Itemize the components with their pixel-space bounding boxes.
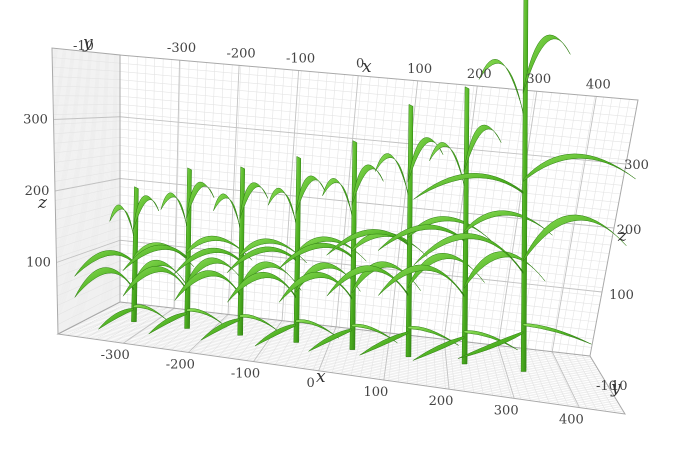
plant-leaf xyxy=(413,233,524,275)
plant-leaf xyxy=(413,173,524,200)
plant-leaf xyxy=(133,195,160,230)
x-tick-label: -300 xyxy=(101,348,130,363)
x-axis-label-top: x xyxy=(362,57,372,77)
x-tick-labels-top: -300 -200 -100 0 100 200 300 400 xyxy=(167,41,611,92)
plant-leaf xyxy=(74,267,134,298)
plant-leaf xyxy=(278,242,353,270)
z-tick-label: 300 xyxy=(624,158,649,173)
x-tick-label: -100 xyxy=(231,367,260,382)
plant-leaf xyxy=(133,304,171,324)
plant-leaf xyxy=(239,238,307,264)
x-tick-label: 100 xyxy=(363,385,388,400)
z-tick-label: 200 xyxy=(25,184,50,199)
plant-leaf xyxy=(308,328,353,352)
z-tick-label: 100 xyxy=(26,256,51,271)
plant-leaf xyxy=(239,182,269,220)
plant-leaf xyxy=(98,307,134,330)
x-tick-label: 200 xyxy=(467,67,492,82)
y-axis-label-bottom: y xyxy=(610,378,621,398)
left-pane xyxy=(51,47,121,335)
plant-leaf xyxy=(109,204,134,236)
plant-leaf xyxy=(359,331,409,356)
plant-leaf xyxy=(412,335,465,361)
z-tick-label: 100 xyxy=(609,288,634,303)
plant-leaf xyxy=(295,319,339,339)
plant-leaf xyxy=(227,271,297,303)
x-tick-label: -200 xyxy=(226,46,255,61)
plant-leaf xyxy=(122,244,187,271)
plant-leaf xyxy=(254,323,297,347)
plant-leaf xyxy=(186,181,215,219)
x-tick-label: 300 xyxy=(526,72,551,87)
plant-leaf xyxy=(429,142,465,186)
plant-leaf xyxy=(351,323,398,344)
x-axis-label-bottom: x xyxy=(316,367,326,387)
axis-labels: -300 -200 -100 0 100 200 300 400 -300 -200 -100 0 1… xyxy=(23,33,649,428)
plant xyxy=(174,166,307,341)
x-tick-label: 200 xyxy=(429,394,454,409)
plant-models xyxy=(74,0,636,372)
plant-leaf xyxy=(522,34,571,94)
plant-leaf xyxy=(322,178,353,216)
z-tick-labels-right: 100 200 300 xyxy=(609,158,649,303)
x-tick-label: -200 xyxy=(166,357,195,372)
x-tick-label: 400 xyxy=(586,77,611,92)
x-tick-label: 0 xyxy=(307,376,315,391)
x-tick-label: 300 xyxy=(494,403,519,418)
z-tick-label: 300 xyxy=(23,113,48,128)
x-tick-label: -100 xyxy=(286,52,315,67)
plant xyxy=(377,86,553,365)
plant-leaf xyxy=(186,257,247,287)
plant-leaf xyxy=(522,153,636,182)
plant-leaf xyxy=(522,214,627,263)
plant-leaf xyxy=(160,192,187,227)
plant-leaf xyxy=(295,175,326,215)
plant-leaf xyxy=(463,210,553,236)
plant xyxy=(74,186,195,330)
x-tick-label: -300 xyxy=(167,41,196,56)
x-tick-label: 400 xyxy=(559,413,584,428)
plant-leaf xyxy=(378,264,465,298)
z-tick-labels-left: 100 200 300 xyxy=(23,113,51,271)
plant-leaf xyxy=(148,312,187,335)
plant-leaf xyxy=(351,164,384,206)
plant-leaf xyxy=(200,318,240,341)
y-tick-label-front-alt: 10 xyxy=(611,379,628,394)
plant-leaf xyxy=(522,323,592,345)
plant-leaf xyxy=(267,187,297,224)
plant-leaf xyxy=(377,224,465,251)
plant-leaf xyxy=(478,59,524,114)
y-tick-label-back: -10 xyxy=(73,39,94,54)
plant xyxy=(413,0,636,372)
plant-leaf xyxy=(326,229,409,256)
plant-leaf xyxy=(326,265,409,297)
plant-stem xyxy=(520,0,529,372)
plant-leaf xyxy=(213,193,240,228)
plant xyxy=(226,156,367,347)
plant-leaf xyxy=(226,246,297,273)
x-tick-labels-front: -300 -200 -100 0 100 200 300 400 xyxy=(101,348,584,427)
plant-leaf xyxy=(186,235,253,261)
plant-leaf xyxy=(374,153,409,195)
z-tick-label: 200 xyxy=(617,223,642,238)
plant-leaf xyxy=(122,265,187,297)
z-axis-label-left: z xyxy=(37,193,48,213)
z-axis-label-right: z xyxy=(617,226,628,246)
plant-leaf xyxy=(407,326,459,346)
plant-leaf xyxy=(174,247,240,275)
plant-leaf xyxy=(174,270,240,301)
plant-leaf xyxy=(463,124,502,173)
x-tick-label: 100 xyxy=(407,62,432,77)
plant-leaf xyxy=(407,137,444,183)
plant-leaf xyxy=(457,331,524,359)
y-tick-label-front: -10 xyxy=(596,379,617,394)
plant-leaf xyxy=(74,250,134,277)
y-axis-label-top: y xyxy=(82,33,93,53)
x-tick-label: 0 xyxy=(356,57,364,72)
plant-leaf xyxy=(463,330,518,351)
